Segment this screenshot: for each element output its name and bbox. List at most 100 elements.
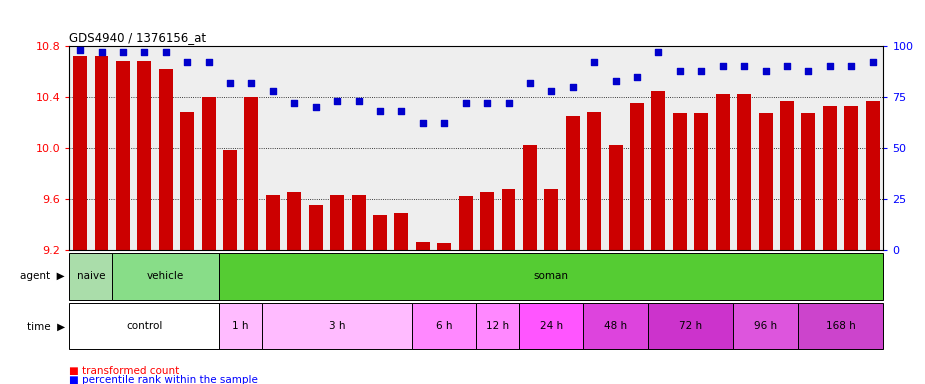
Bar: [845, 106, 858, 250]
Bar: [734, 303, 797, 349]
Bar: [69, 253, 112, 300]
Bar: [566, 116, 580, 250]
Point: [394, 108, 409, 114]
Text: 48 h: 48 h: [604, 321, 627, 331]
Point: [822, 63, 837, 70]
Bar: [823, 106, 837, 250]
Point: [158, 49, 173, 55]
Bar: [758, 114, 772, 250]
Point: [630, 74, 645, 80]
Point: [480, 100, 495, 106]
Text: 1 h: 1 h: [232, 321, 249, 331]
Bar: [476, 303, 519, 349]
Bar: [630, 103, 644, 250]
Point: [586, 59, 601, 65]
Point: [137, 49, 152, 55]
Bar: [480, 192, 494, 250]
Point: [458, 100, 473, 106]
Bar: [73, 56, 87, 250]
Text: 72 h: 72 h: [679, 321, 702, 331]
Point: [73, 47, 88, 53]
Bar: [116, 61, 130, 250]
Bar: [672, 114, 687, 250]
Text: GDS4940 / 1376156_at: GDS4940 / 1376156_at: [69, 31, 206, 44]
Point: [780, 63, 795, 70]
Bar: [797, 303, 883, 349]
Bar: [413, 303, 476, 349]
Point: [715, 63, 730, 70]
Bar: [262, 303, 413, 349]
Bar: [416, 242, 430, 250]
Point: [223, 79, 238, 86]
Text: soman: soman: [534, 271, 569, 281]
Point: [651, 49, 666, 55]
Text: 6 h: 6 h: [436, 321, 452, 331]
Bar: [648, 303, 734, 349]
Text: 168 h: 168 h: [826, 321, 856, 331]
Bar: [69, 303, 219, 349]
Bar: [138, 61, 152, 250]
Bar: [223, 151, 237, 250]
Point: [415, 120, 430, 126]
Text: ■ transformed count: ■ transformed count: [69, 366, 179, 376]
Text: 3 h: 3 h: [329, 321, 345, 331]
Bar: [288, 192, 302, 250]
Text: 24 h: 24 h: [540, 321, 563, 331]
Point: [94, 49, 109, 55]
Bar: [330, 195, 344, 250]
Point: [801, 68, 816, 74]
Bar: [584, 303, 647, 349]
Point: [308, 104, 323, 110]
Bar: [265, 195, 280, 250]
Text: 96 h: 96 h: [754, 321, 777, 331]
Bar: [352, 195, 365, 250]
Bar: [545, 189, 559, 250]
Bar: [394, 213, 408, 250]
Point: [244, 79, 259, 86]
Bar: [244, 97, 258, 250]
Text: 12 h: 12 h: [487, 321, 510, 331]
Point: [758, 68, 773, 74]
Bar: [609, 145, 623, 250]
Bar: [737, 94, 751, 250]
Bar: [219, 303, 262, 349]
Bar: [112, 253, 219, 300]
Bar: [459, 196, 473, 250]
Bar: [373, 215, 387, 250]
Text: ■ percentile rank within the sample: ■ percentile rank within the sample: [69, 375, 258, 384]
Point: [116, 49, 130, 55]
Point: [565, 84, 580, 90]
Text: naive: naive: [77, 271, 105, 281]
Bar: [695, 114, 709, 250]
Point: [352, 98, 366, 104]
Bar: [180, 112, 194, 250]
Point: [265, 88, 280, 94]
Point: [373, 108, 388, 114]
Bar: [587, 112, 601, 250]
Point: [672, 68, 687, 74]
Point: [523, 79, 537, 86]
Point: [609, 78, 623, 84]
Bar: [651, 91, 665, 250]
Point: [329, 98, 344, 104]
Text: control: control: [126, 321, 163, 331]
Bar: [159, 69, 173, 250]
Point: [736, 63, 751, 70]
Bar: [519, 303, 584, 349]
Point: [544, 88, 559, 94]
Text: time  ▶: time ▶: [27, 321, 65, 331]
Bar: [716, 94, 730, 250]
Bar: [309, 205, 323, 250]
Point: [437, 120, 451, 126]
Point: [865, 59, 880, 65]
Bar: [219, 253, 883, 300]
Bar: [780, 101, 794, 250]
Point: [179, 59, 194, 65]
Bar: [501, 189, 515, 250]
Bar: [438, 243, 451, 250]
Point: [501, 100, 516, 106]
Point: [287, 100, 302, 106]
Point: [844, 63, 858, 70]
Bar: [866, 101, 880, 250]
Bar: [523, 145, 536, 250]
